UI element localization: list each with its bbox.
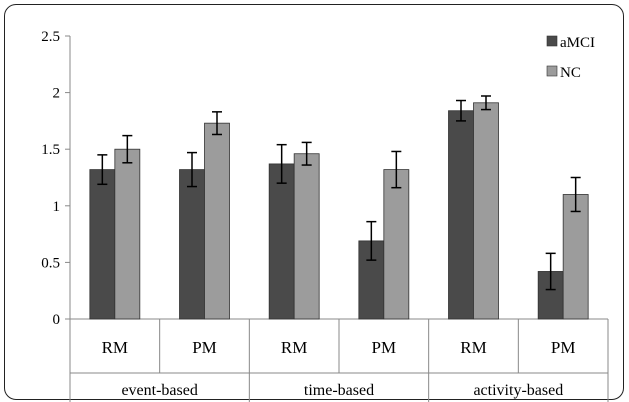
y-tick-label: 0.5 [41,255,60,271]
bar-nc [114,148,141,320]
y-tick-label: 1.5 [41,142,60,158]
bar-nc [204,122,230,320]
x-category-label: RM [460,338,486,357]
legend-swatch-amci [546,35,558,47]
legend-label-nc: NC [560,65,581,81]
y-tick-label: 1 [53,199,61,215]
x-group-label: event-based [121,382,197,399]
bar-nc [383,169,410,320]
x-category-label: PM [551,338,576,357]
y-tick-label: 2.5 [41,29,60,45]
x-category-label: PM [372,338,397,357]
bar-nc [293,153,320,320]
x-group-label: time-based [304,382,374,399]
bar-nc [562,194,589,320]
x-category-label: RM [102,338,128,357]
x-category-label: PM [192,338,217,357]
x-category-label: RM [281,338,307,357]
legend-label-amci: aMCI [560,35,595,51]
bar-nc [473,102,499,320]
y-tick-label: 0 [53,312,61,328]
bar-amci [268,163,295,320]
x-group-label: activity-based [473,382,563,399]
bar-amci [179,169,205,320]
legend-swatch-nc [546,65,558,77]
bar-amci [89,169,116,320]
bar-amci [448,110,474,320]
y-tick-label: 2 [53,86,61,102]
